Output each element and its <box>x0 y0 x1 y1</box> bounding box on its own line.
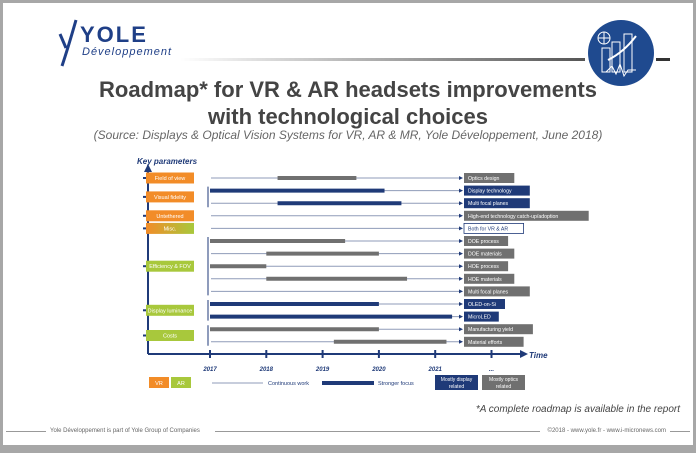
param-box <box>146 172 194 184</box>
param-label: Misc. <box>164 226 177 232</box>
row-label: Multi focal planes <box>468 201 508 207</box>
row-arrow <box>459 264 463 269</box>
header-divider <box>180 58 585 61</box>
row-arrow <box>459 201 463 206</box>
row-label-box <box>464 173 515 183</box>
header-divider-end <box>656 58 670 61</box>
row-arrow <box>459 176 463 180</box>
logo-sub: Développement <box>82 46 173 58</box>
legend-optics_related-line2: related <box>496 384 512 390</box>
row-label: MicroLED <box>468 315 491 321</box>
row-arrow <box>459 276 463 281</box>
legend-ar-box <box>171 377 191 388</box>
row-arrow <box>459 226 463 231</box>
row-label-box <box>464 210 589 221</box>
legend-display_related-line1: Mostly display <box>441 377 473 383</box>
row-label: Optics design <box>468 176 500 182</box>
row-arrow <box>459 239 463 243</box>
footer-left: Yole Développement is part of Yole Group… <box>50 428 200 434</box>
row-label: HOE materials <box>468 277 502 283</box>
row-label: OLED-on-Si <box>468 302 496 308</box>
y-axis-arrow <box>144 164 152 172</box>
row-label-box <box>464 236 509 246</box>
footer-line-right <box>670 431 690 432</box>
year-label: 2017 <box>202 367 217 373</box>
year-label: 2018 <box>259 367 274 373</box>
footer-right: ©2018 - www.yole.fr - www.i-micronews.co… <box>547 428 666 434</box>
row-label-box <box>464 273 515 284</box>
page-title: Roadmap* for VR & AR headsets improvemen… <box>99 77 597 129</box>
param-box <box>146 330 194 341</box>
row-arrow <box>459 188 463 193</box>
row-label: Material efforts <box>468 340 503 346</box>
row-label-box <box>464 336 524 347</box>
row-label-box <box>464 185 530 196</box>
param-box <box>146 222 194 234</box>
row-label: DOE process <box>468 239 499 245</box>
legend-continuous: Continuous work <box>268 381 309 387</box>
param-label: Visual fidelity <box>154 195 186 201</box>
param-box <box>146 191 194 203</box>
param-box <box>146 260 194 272</box>
param-label: Untethered <box>156 214 183 220</box>
row-label: Display technology <box>468 189 512 195</box>
legend-vr: VR <box>155 381 163 387</box>
row-arrow <box>459 314 463 319</box>
x-axis-label: Time <box>529 351 548 360</box>
row-label: DOE materials <box>468 252 502 258</box>
report-badge-icon <box>588 20 654 86</box>
row-label-box <box>464 248 515 259</box>
row-arrow <box>459 302 463 306</box>
row-arrow <box>459 213 463 218</box>
param-label: Efficiency & FOV <box>149 264 191 270</box>
param-box <box>146 210 194 222</box>
legend-strong: Stronger focus <box>378 381 414 387</box>
logo-brand: YOLE <box>80 22 148 47</box>
row-label-box <box>464 311 499 322</box>
param-box <box>146 304 194 316</box>
row-label-box <box>464 324 533 335</box>
legend-optics_related-box <box>482 375 525 390</box>
legend-ar: AR <box>177 381 185 387</box>
row-label: High-end technology catch-up/adoption <box>468 214 558 220</box>
row-label-box <box>464 299 505 309</box>
footnote: *A complete roadmap is available in the … <box>475 404 680 415</box>
legend-display_related-box <box>435 375 478 390</box>
row-label-box <box>464 198 530 209</box>
x-axis-arrow <box>520 350 528 358</box>
row-label: Both for VR & AR <box>468 226 508 232</box>
row-arrow <box>459 339 463 344</box>
logo-swoosh-icon <box>58 19 78 67</box>
param-label: Display luminance <box>148 308 193 314</box>
legend-display_related-line2: related <box>449 384 465 390</box>
year-label: 2021 <box>428 367 443 373</box>
row-label-box <box>464 261 509 272</box>
row-arrow <box>459 289 463 294</box>
y-axis-label: Key parameters <box>137 157 198 166</box>
legend-optics_related-line1: Mostly optics <box>489 377 518 383</box>
year-label: 2020 <box>371 367 386 373</box>
row-arrow <box>459 251 463 256</box>
row-label: Manufacturing yield <box>468 327 513 333</box>
year-label: ... <box>489 367 494 373</box>
footer-line-left <box>6 431 46 432</box>
year-label: 2019 <box>315 367 330 373</box>
row-label-box <box>464 286 530 297</box>
source-line: (Source: Displays & Optical Vision Syste… <box>93 128 603 142</box>
row-arrow <box>459 327 463 332</box>
row-label-box <box>463 222 524 234</box>
footer-line-mid <box>215 431 540 432</box>
row-label: HOE process <box>468 264 499 270</box>
param-label: Field of view <box>155 176 186 182</box>
param-label: Costs <box>163 334 177 340</box>
row-label: Multi focal planes <box>468 289 508 295</box>
legend-vr-box <box>149 377 169 388</box>
